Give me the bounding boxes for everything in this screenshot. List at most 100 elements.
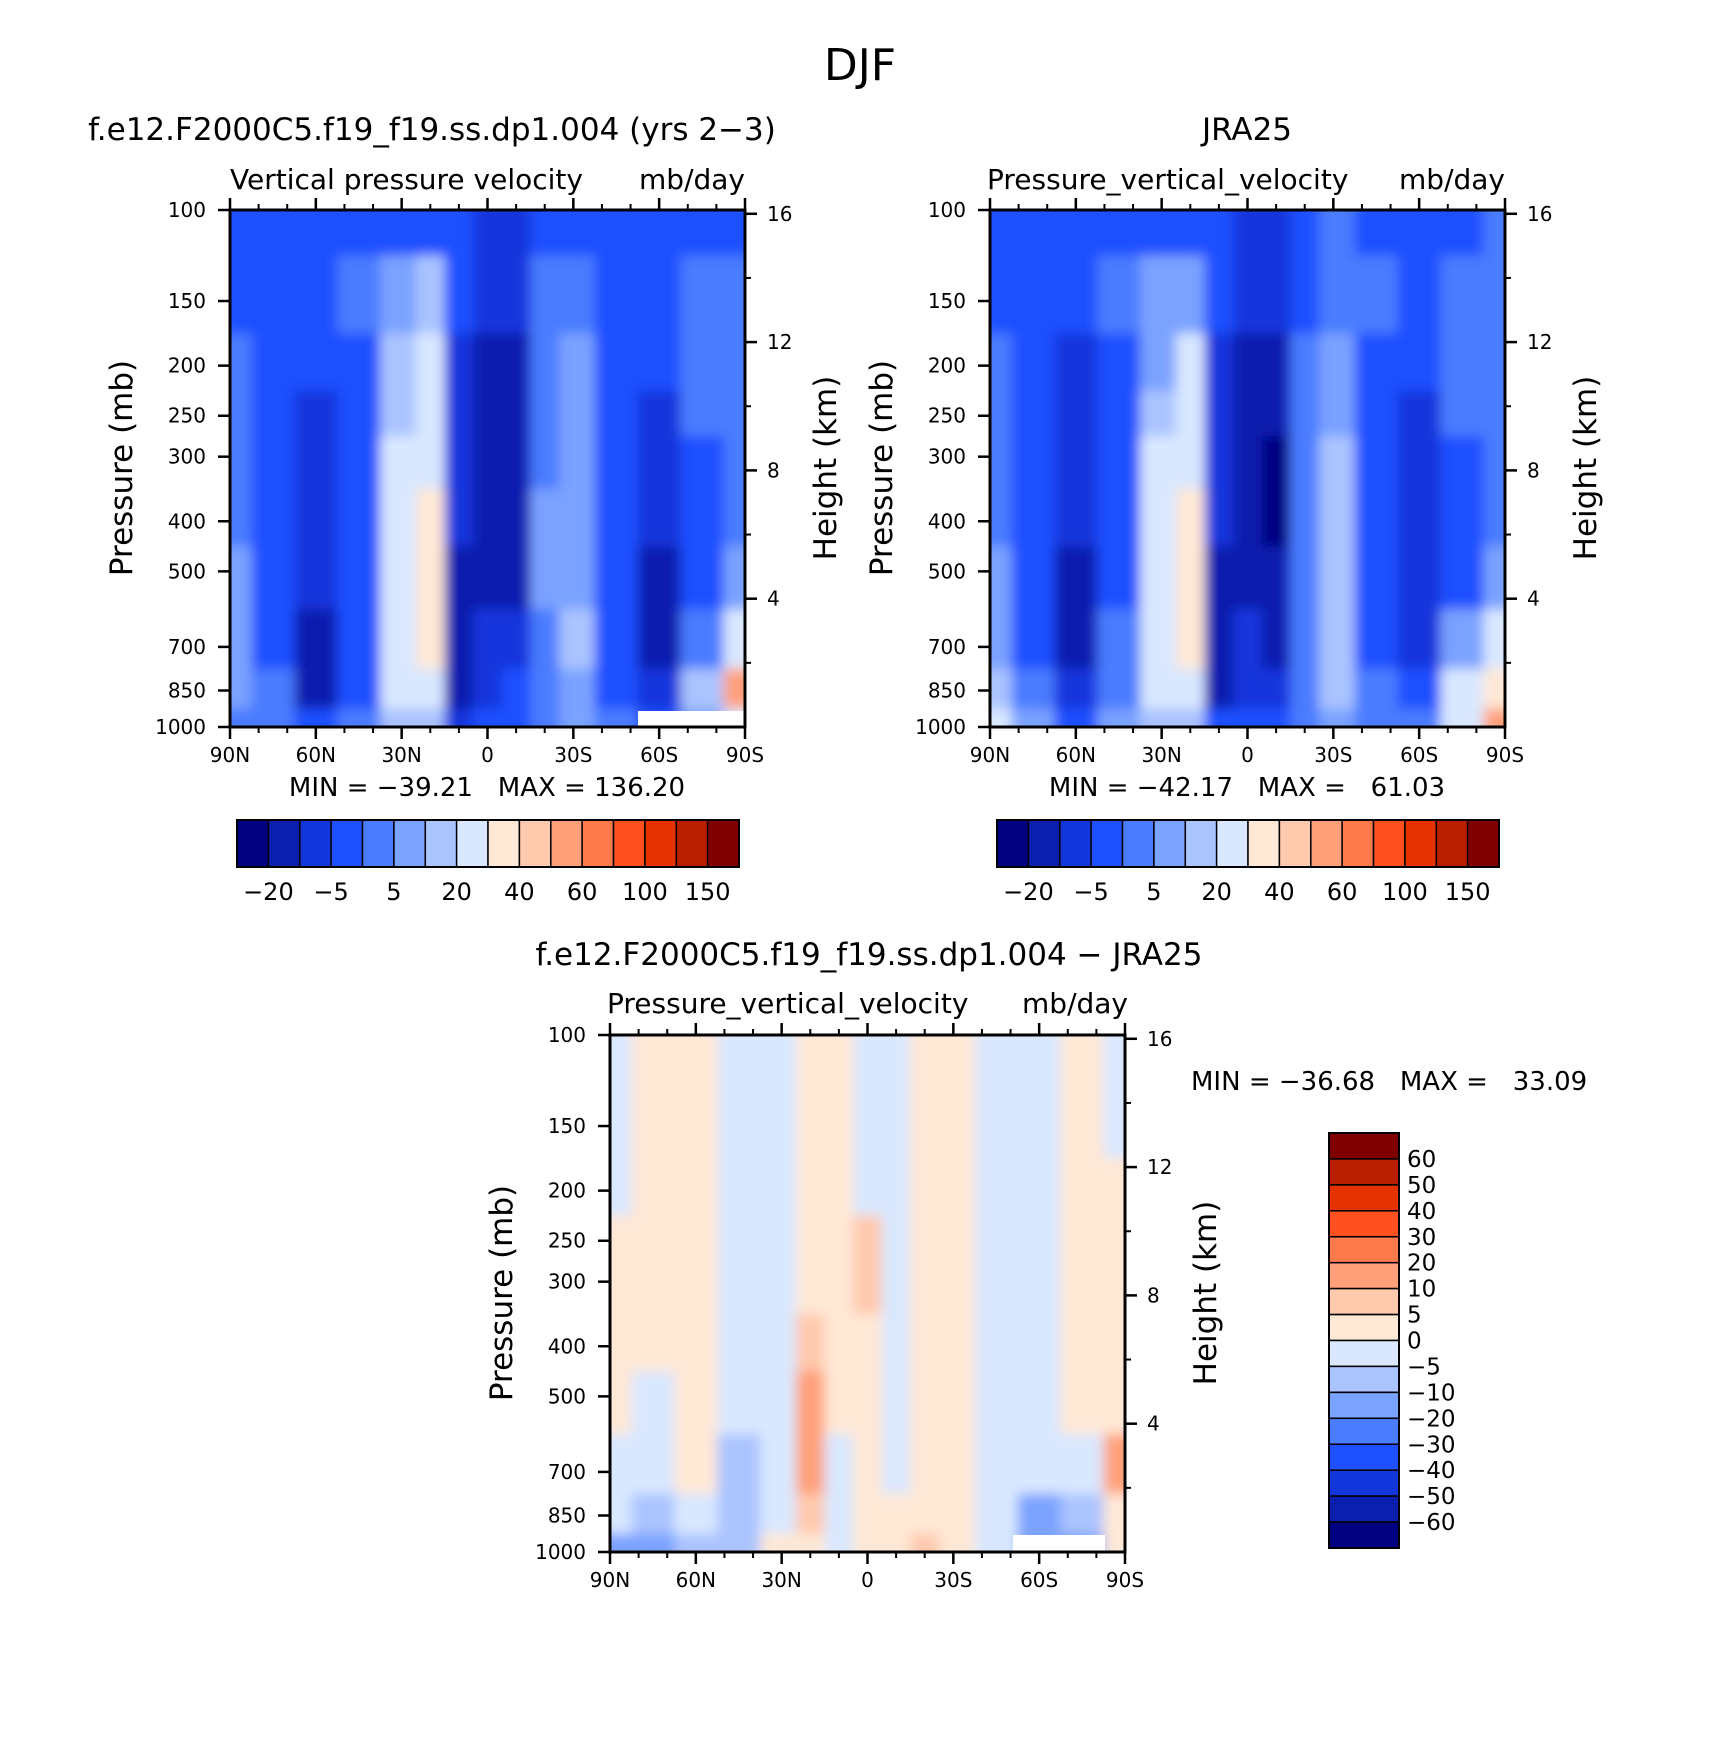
panel-subtitle: Vertical pressure velocity (230, 163, 583, 196)
heatmap-cell (674, 1215, 719, 1263)
heatmap-cell (416, 333, 446, 392)
heatmap-cell (881, 1434, 912, 1495)
heatmap-cell (530, 210, 560, 257)
heatmap-cell (1176, 489, 1206, 548)
heatmap-cell (1017, 1080, 1062, 1160)
heatmap-cell (910, 1493, 940, 1535)
heatmap-cell (1233, 255, 1263, 335)
y-tick-label: 200 (548, 1179, 586, 1203)
colorbar-swatch (424, 819, 458, 868)
heatmap-cell (444, 210, 475, 257)
heatmap-cell (760, 1080, 797, 1160)
colorbar-label: 150 (1445, 878, 1491, 906)
heatmap-cell (1011, 210, 1056, 257)
heatmap-cells (230, 210, 745, 727)
y-tick-label: 150 (928, 289, 966, 313)
heatmap-cell (1440, 210, 1485, 257)
heatmap-cell (473, 708, 503, 727)
heatmap-cell (1483, 546, 1505, 611)
heatmap-cell (674, 1314, 719, 1373)
heatmap-cell (559, 489, 596, 548)
heatmap-cell (337, 436, 382, 490)
y-tick-label: 250 (168, 404, 206, 428)
heatmap-cell (501, 609, 532, 670)
heatmap-cell (416, 708, 446, 727)
x-tick-label: 90S (1486, 743, 1524, 767)
heatmap-cell (881, 1533, 912, 1552)
colorbar-swatch (1328, 1443, 1400, 1471)
heatmap-cell (1140, 489, 1177, 548)
heatmap-cell (501, 333, 532, 392)
colorbar-label: 100 (1382, 878, 1428, 906)
heatmap-cell (559, 255, 596, 335)
heatmap-cell (1233, 333, 1263, 392)
colorbar-swatch (1090, 819, 1124, 868)
heatmap-cell (1176, 210, 1206, 257)
colorbar-swatch (1328, 1417, 1400, 1445)
heatmap-cell (594, 668, 639, 710)
heatmap-cell (594, 609, 639, 670)
y2-axis-label: Height (km) (808, 376, 844, 561)
heatmap-cell (1060, 1215, 1105, 1263)
heatmap-cell (910, 1434, 940, 1495)
y-tick-label: 1000 (535, 1540, 586, 1564)
x-tick-label: 30S (934, 1568, 972, 1592)
colorbar-swatch (267, 819, 301, 868)
y-axis-label: Pressure (mb) (484, 1185, 520, 1401)
heatmap-cell (723, 255, 745, 335)
x-tick-label: 90N (590, 1568, 630, 1592)
heatmap-cell (760, 1434, 797, 1495)
heatmap-cell (1017, 1314, 1062, 1373)
x-tick-label: 60S (1020, 1568, 1058, 1592)
y-tick-label: 700 (548, 1460, 586, 1484)
heatmap-cell (939, 1261, 976, 1315)
y-tick-label: 250 (548, 1229, 586, 1253)
heatmap-cell (910, 1035, 940, 1082)
heatmap-cell (939, 1434, 976, 1495)
heatmap-cell (631, 1493, 676, 1535)
heatmap-cell (230, 436, 253, 490)
heatmap-cell (1011, 333, 1056, 392)
colorbar-label: 30 (1407, 1225, 1436, 1251)
x-tick-label: 30N (761, 1568, 801, 1592)
heatmap-cell (337, 609, 382, 670)
heatmap-cell (251, 390, 296, 438)
heatmap-cell (631, 1215, 676, 1263)
heatmap-cell (1054, 210, 1099, 257)
colorbar-label: 50 (1407, 1173, 1436, 1199)
heatmap-cell (824, 1371, 855, 1436)
heatmap-cell (1054, 668, 1099, 710)
colorbar-swatch (236, 819, 270, 868)
colorbar-label: −20 (1407, 1406, 1456, 1432)
heatmap-cell (1290, 668, 1320, 710)
x-tick-label: 90S (1106, 1568, 1144, 1592)
colorbar-label: 60 (567, 878, 598, 906)
heatmap-cell (723, 436, 745, 490)
heatmap-cell (594, 210, 639, 257)
colorbar-frame (1328, 1132, 1400, 1549)
heatmap-cell (760, 1314, 797, 1373)
heatmap-cell (796, 1434, 826, 1495)
heatmap-cell (637, 333, 682, 392)
heatmap-cell (1483, 390, 1505, 438)
colorbar-swatch (1328, 1495, 1400, 1523)
y-tick-label: 100 (548, 1023, 586, 1047)
heatmap-cell (1319, 210, 1356, 257)
panel-title: JRA25 (1200, 112, 1292, 148)
y2-tick-label: 12 (1147, 1155, 1172, 1179)
y-tick-label: 400 (928, 509, 966, 533)
heatmap-cell (1261, 609, 1292, 670)
y-tick-label: 300 (548, 1270, 586, 1294)
y2-tick-label: 12 (1527, 330, 1552, 354)
heatmap-cell (559, 390, 596, 438)
heatmap-cell (1397, 255, 1442, 335)
heatmap-cell (631, 1371, 676, 1436)
y-tick-label: 300 (928, 445, 966, 469)
heatmap-cell (1060, 1493, 1105, 1535)
heatmap-cell (1354, 546, 1399, 611)
heatmap-cell (337, 210, 382, 257)
heatmap-cell (1397, 390, 1442, 438)
y2-tick-label: 4 (767, 587, 780, 611)
colorbar-swatch (299, 819, 332, 868)
heatmap-cell (1290, 333, 1320, 392)
